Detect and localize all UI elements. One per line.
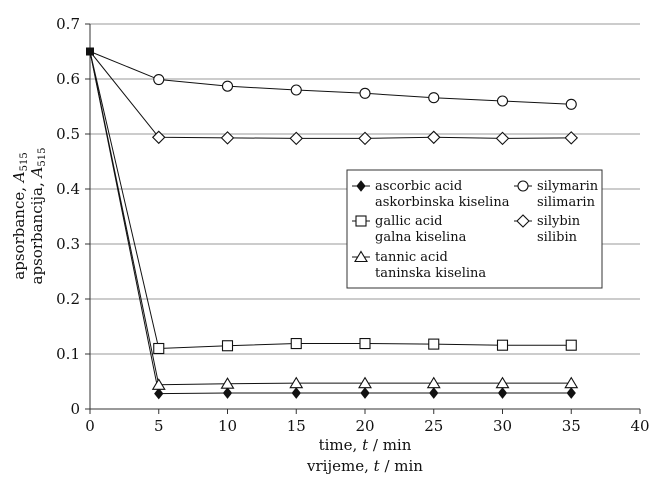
data-point-gallic-acid — [428, 338, 440, 350]
legend-label-hr-tannic-acid: taninska kiselina — [375, 266, 486, 281]
data-point-silymarin — [496, 95, 509, 107]
y-tick-label: 0.7 — [56, 15, 80, 33]
data-point-ascorbic-acid — [222, 387, 233, 399]
x-tick-label: 0 — [85, 417, 95, 435]
series-gallic-acid — [86, 47, 577, 355]
data-point-silymarin — [153, 74, 165, 86]
series-line-silybin — [89, 51, 572, 139]
data-point-silymarin — [290, 84, 302, 96]
data-point-gallic-acid — [565, 339, 577, 351]
data-point-gallic-acid — [153, 342, 165, 355]
series-line-ascorbic-acid — [89, 51, 572, 395]
legend-marker-tannic-acid — [354, 250, 368, 263]
data-point-silymarin — [359, 87, 371, 99]
legend-box — [346, 169, 603, 289]
y-axis-label-hr: apsorbancija, A515 — [28, 148, 48, 285]
x-axis-label-en: time, t / min — [319, 436, 412, 454]
x-tick-label: 15 — [287, 417, 306, 435]
data-point-ascorbic-acid — [360, 387, 370, 399]
data-point-silybin — [358, 131, 372, 146]
data-point-gallic-acid — [359, 337, 371, 350]
x-tick-label: 10 — [218, 417, 237, 435]
x-tick-label: 20 — [355, 417, 374, 435]
y-tick-label: 0.5 — [56, 125, 80, 143]
legend-marker-silybin — [516, 214, 530, 228]
data-point-silymarin — [428, 92, 440, 104]
data-point-silymarin — [221, 80, 234, 92]
data-point-ascorbic-acid — [291, 387, 301, 399]
series-line-silymarin — [89, 51, 572, 105]
series-ascorbic-acid — [86, 47, 576, 400]
data-point-silybin — [151, 130, 166, 145]
data-point-silybin — [495, 131, 510, 146]
data-point-ascorbic-acid — [154, 387, 164, 400]
data-point-tannic-acid — [151, 378, 166, 390]
x-tick-label: 25 — [424, 417, 443, 435]
x-tick-labels: 0 5 10 15 20 25 30 35 40 — [85, 409, 650, 435]
y-tick-labels: 0 0.1 0.2 0.3 0.4 0.5 0.6 0.7 — [56, 15, 90, 418]
series-line-tannic-acid — [89, 51, 572, 386]
data-point-ascorbic-acid — [566, 387, 576, 399]
series-line-gallic-acid — [89, 51, 572, 350]
data-point-silybin — [220, 131, 235, 145]
data-point-gallic-acid — [290, 337, 302, 350]
legend-label-hr-gallic-acid: galna kiselina — [375, 230, 467, 245]
y-tick-label: 0.2 — [56, 290, 80, 308]
y-tick-label: 0.4 — [56, 180, 80, 198]
series-silymarin — [86, 47, 577, 110]
y-tick-label: 0.3 — [56, 235, 80, 253]
data-point-tannic-acid — [289, 376, 304, 389]
x-tick-label: 30 — [493, 417, 512, 435]
legend-label-silybin: silybin — [537, 214, 581, 229]
data-point-tannic-acid — [220, 377, 235, 389]
data-point-ascorbic-acid — [497, 387, 508, 399]
series-silybin — [86, 47, 579, 146]
data-point-silybin — [289, 131, 304, 146]
x-tick-label: 35 — [562, 417, 581, 435]
legend-marker-gallic-acid — [355, 215, 367, 227]
y-axis-label-en: apsorbance, A515 — [10, 152, 30, 279]
legend-label-silymarin: silymarin — [537, 179, 599, 194]
legend-marker-ascorbic-acid — [356, 180, 366, 192]
data-point-silybin — [564, 131, 579, 145]
data-point-gallic-acid — [496, 339, 509, 351]
legend-label-ascorbic-acid: ascorbic acid — [375, 179, 462, 194]
data-point-tannic-acid — [358, 376, 372, 389]
data-point-gallic-acid — [221, 340, 234, 352]
x-tick-label: 5 — [154, 417, 164, 435]
legend-label-hr-silybin: silibin — [537, 230, 578, 245]
y-tick-label: 0 — [70, 400, 80, 418]
data-point-silymarin — [565, 98, 577, 110]
data-point-silybin — [426, 130, 441, 145]
y-tick-label: 0.1 — [56, 345, 80, 363]
data-point-ascorbic-acid — [429, 387, 439, 399]
legend-marker-silymarin — [517, 180, 529, 192]
y-tick-label: 0.6 — [56, 70, 80, 88]
legend-label-gallic-acid: gallic acid — [375, 214, 442, 229]
data-point-silybin — [86, 47, 94, 56]
data-point-tannic-acid — [426, 376, 441, 389]
x-tick-label: 40 — [630, 417, 649, 435]
x-axis-label-hr: vrijeme, t / min — [306, 457, 423, 475]
series-group — [86, 47, 579, 400]
legend-label-hr-silymarin: silimarin — [537, 195, 596, 210]
data-point-tannic-acid — [564, 376, 579, 389]
legend-label-tannic-acid: tannic acid — [375, 250, 448, 265]
data-point-tannic-acid — [495, 376, 510, 389]
legend-label-hr-ascorbic-acid: askorbinska kiselina — [375, 195, 510, 210]
